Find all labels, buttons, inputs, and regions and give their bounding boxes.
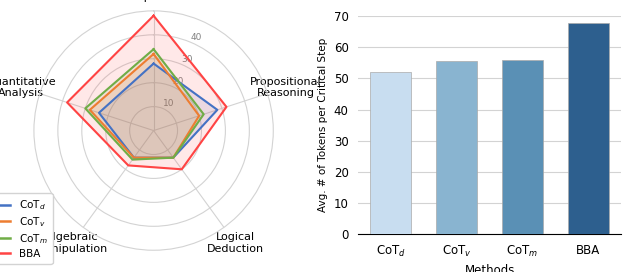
X-axis label: Methods: Methods [465,264,515,272]
Bar [371,72,411,234]
Bar [436,61,477,234]
Polygon shape [67,16,227,169]
Bar [568,23,609,234]
Polygon shape [90,54,199,158]
Y-axis label: Avg. # of Tokens per Critical Step: Avg. # of Tokens per Critical Step [318,38,328,212]
Polygon shape [99,64,218,158]
Polygon shape [85,49,204,160]
Legend: CoT$_d$, CoT$_v$, CoT$_m$, BBA: CoT$_d$, CoT$_v$, CoT$_m$, BBA [0,193,52,264]
Bar [502,60,543,234]
